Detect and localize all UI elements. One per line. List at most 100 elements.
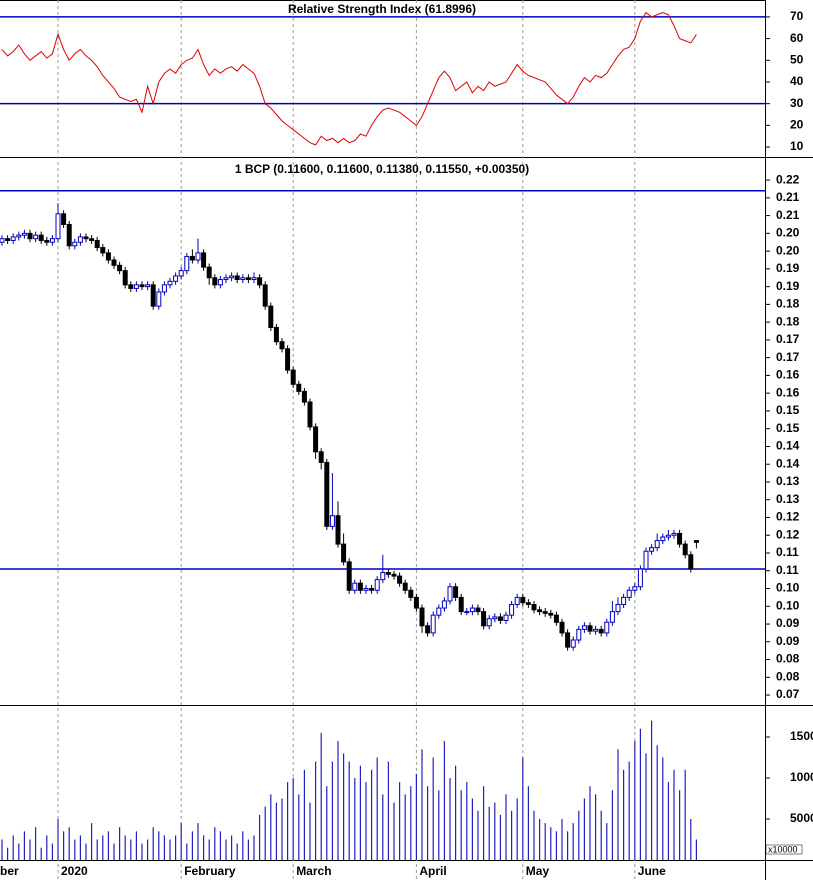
candle-body: [425, 625, 431, 634]
candle-body: [637, 568, 643, 588]
y-tick-label: 0.10: [776, 581, 800, 595]
candle-body: [201, 252, 207, 268]
candle-body: [492, 616, 498, 620]
candle-body: [189, 255, 195, 261]
candle-body: [128, 284, 134, 289]
rsi-line: [1, 11, 697, 146]
candle-body: [693, 540, 699, 543]
candle-body: [604, 621, 610, 634]
candle-body: [682, 543, 688, 556]
candle-body: [83, 236, 89, 240]
candle-body: [341, 543, 347, 563]
candle-body: [44, 239, 50, 243]
candle-body: [10, 236, 16, 241]
y-tick-label: 0.19: [776, 261, 800, 275]
y-tick-label: 0.14: [776, 439, 800, 453]
candle-body: [223, 277, 229, 281]
candle-body: [49, 238, 55, 243]
candle-body: [21, 232, 27, 236]
candle-body: [27, 232, 33, 240]
candle-body: [150, 284, 156, 307]
candle-body: [72, 241, 78, 247]
candle-body: [122, 270, 128, 286]
y-tick-label: 0.22: [776, 172, 800, 186]
candle-body: [615, 603, 621, 613]
candle-body: [369, 588, 375, 591]
candle-body: [408, 589, 414, 598]
candle-body: [139, 284, 145, 288]
candle-body: [632, 586, 638, 591]
candle-body: [33, 234, 39, 240]
candle-body: [229, 275, 235, 279]
y-tick-label: 0.17: [776, 350, 800, 364]
candle-body: [324, 461, 330, 527]
candle-body: [542, 611, 548, 614]
candle-body: [385, 572, 391, 575]
candle-body: [329, 515, 335, 527]
candle-body: [117, 264, 123, 272]
y-tick-label: 5000: [790, 811, 813, 825]
candle-body: [335, 515, 341, 545]
y-tick-label: 40: [790, 74, 804, 88]
y-tick-label: 0.09: [776, 634, 800, 648]
candle-body: [654, 540, 660, 549]
candle-body: [61, 213, 67, 225]
y-tick-label: 0.14: [776, 456, 800, 470]
y-tick-label: 0.21: [776, 190, 800, 204]
candle-body: [436, 607, 442, 616]
candle-body: [273, 326, 279, 343]
candle-body: [374, 579, 380, 591]
y-tick-label: 0.20: [776, 226, 800, 240]
candle-body: [593, 628, 599, 632]
candle-body: [643, 550, 649, 570]
candle-body: [453, 586, 459, 598]
candle-body: [290, 369, 296, 385]
x-tick-label: May: [526, 864, 550, 878]
y-tick-label: 0.19: [776, 279, 800, 293]
candle-body: [537, 609, 543, 613]
y-tick-label: 0.21: [776, 208, 800, 222]
candle-body: [548, 612, 554, 616]
y-tick-label: 0.13: [776, 474, 800, 488]
x-tick-label: June: [638, 864, 666, 878]
candle-body: [565, 632, 571, 648]
candle-body: [318, 451, 324, 463]
candle-body: [301, 390, 307, 403]
x-tick-label: ber: [0, 864, 19, 878]
x-tick-label: April: [419, 864, 446, 878]
candle-body: [677, 532, 683, 545]
x-tick-label: 2020: [61, 864, 88, 878]
candle-body: [430, 614, 436, 634]
y-tick-label: 0.11: [776, 545, 799, 559]
candle-body: [55, 213, 61, 240]
candle-body: [665, 534, 671, 538]
candle-body: [0, 238, 5, 243]
y-tick-label: 0.09: [776, 616, 800, 630]
candle-body: [509, 603, 515, 616]
candle-body: [587, 625, 593, 632]
candle-body: [598, 628, 604, 634]
y-tick-label: 0.18: [776, 314, 800, 328]
y-tick-label: 0.11: [776, 563, 799, 577]
y-tick-label: 15000: [790, 729, 813, 743]
candle-body: [486, 618, 492, 627]
candle-body: [363, 588, 369, 591]
candle-body: [77, 236, 83, 243]
candle-body: [469, 607, 475, 613]
candle-body: [570, 639, 576, 648]
y-tick-label: 0.16: [776, 368, 800, 382]
candle-body: [38, 234, 44, 241]
candle-body: [581, 625, 587, 630]
candle-body: [16, 234, 22, 238]
candle-body: [481, 611, 487, 627]
candle-body: [145, 284, 151, 288]
candle-body: [173, 275, 179, 282]
y-tick-label: 10: [790, 139, 804, 153]
candle-body: [441, 600, 447, 609]
candle-body: [447, 586, 453, 602]
y-tick-label: 0.08: [776, 652, 800, 666]
y-tick-label: 0.15: [776, 403, 800, 417]
candle-body: [576, 628, 582, 641]
candle-body: [475, 607, 481, 613]
